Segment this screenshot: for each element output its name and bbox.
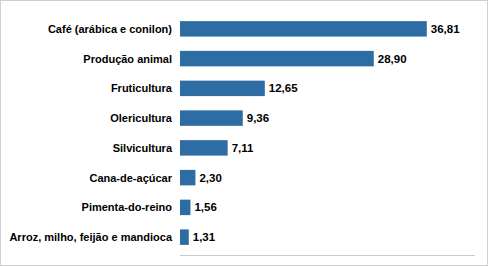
data-label: 7,11 [232,142,254,154]
bar [180,81,265,96]
bar [180,170,195,185]
bar [180,51,374,66]
category-label: Produção animal [83,53,172,65]
category-label: Arroz, milho, feijão e mandioca [9,231,172,243]
bar [180,140,228,155]
category-label: Fruticultura [111,82,173,94]
chart: 1,31 Arroz, milho, feijão e mandioca 1,56 P… [0,0,488,266]
data-label: 9,36 [247,112,269,124]
x-axis-line [180,255,475,256]
category-label: Café (arábica e conilon) [48,23,172,35]
data-label: 36,81 [431,23,460,35]
category-label: Silvicultura [113,142,173,154]
data-label: 28,90 [378,53,407,65]
bar [180,200,190,215]
category-label: Olericultura [110,112,173,124]
data-label: 2,30 [199,172,221,184]
bar [180,110,243,125]
category-label: Cana-de-açúcar [89,172,172,184]
bars [180,21,427,245]
data-label: 1,56 [194,201,216,213]
labels: 1,31 Arroz, milho, feijão e mandioca 1,56 P… [9,23,460,243]
data-label: 1,31 [193,231,216,243]
category-label: Pimenta-do-reino [82,201,173,213]
bar [180,229,189,244]
bar [180,21,427,36]
data-label: 12,65 [269,82,298,94]
